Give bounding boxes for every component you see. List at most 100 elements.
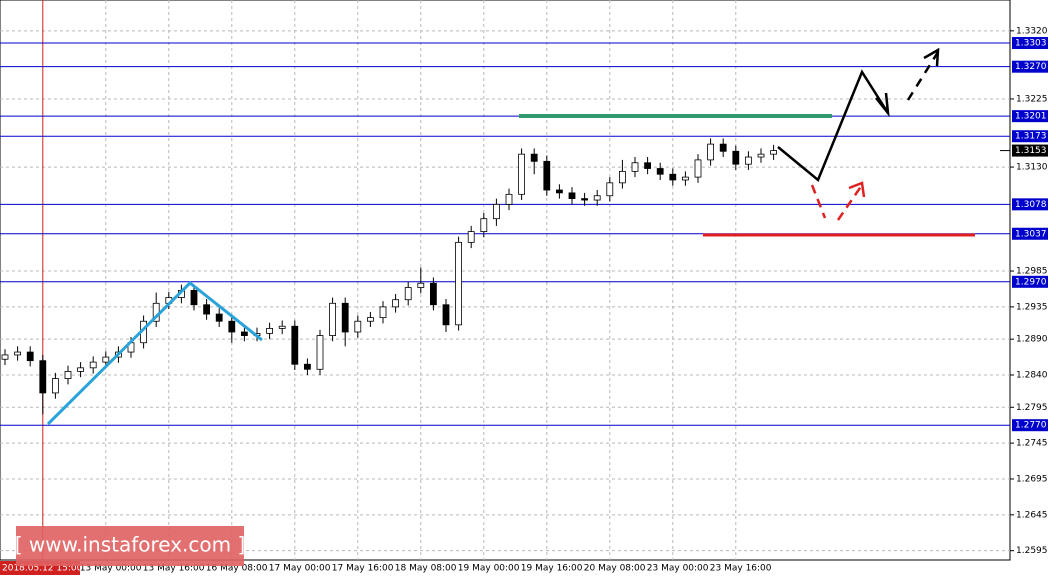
candle-body — [732, 150, 740, 165]
candle-body — [89, 361, 97, 369]
candle-body — [266, 327, 274, 334]
level-label-box — [1012, 60, 1048, 73]
trend-line — [46, 280, 263, 426]
candle-body — [619, 170, 626, 184]
x-tick-label: 23 May 00:00 — [647, 564, 709, 574]
x-tick-label: 13 May 16:00 — [143, 564, 205, 574]
candle-body — [455, 241, 463, 326]
candle-body — [278, 325, 286, 329]
candle-body — [442, 304, 450, 326]
level-label: 1.3078 — [1015, 200, 1047, 210]
y-tick-label: 1.2840 — [1016, 371, 1048, 381]
candle-body — [341, 302, 349, 333]
x-tick-label: 20 May 08:00 — [584, 564, 646, 574]
x-tick-label: 19 May 00:00 — [458, 564, 520, 574]
forecast-arrow — [875, 92, 890, 118]
level-label-box — [1012, 110, 1048, 123]
x-tick-label: 18 May 08:00 — [395, 564, 457, 574]
candle-body — [492, 203, 500, 220]
level-label: 1.2970 — [1015, 277, 1047, 287]
marks — [1, 138, 777, 415]
x-tick-label: 23 May 16:00 — [710, 564, 772, 574]
level-label-box — [1012, 198, 1048, 211]
candle-body — [392, 299, 400, 308]
candle-body — [682, 176, 689, 181]
candle-body — [291, 325, 299, 365]
cursor-label: 2018.05.12 15:00 — [2, 564, 83, 574]
candle-body — [102, 356, 110, 363]
y-tick-label: 1.2890 — [1016, 335, 1048, 345]
x-tick-label: 13 May 00:00 — [80, 564, 142, 574]
axes: 1.3320 1.3225 1.3130 1.2985 1.2935 1.2890 1.28… — [0, 26, 1048, 575]
level-label-box — [1012, 419, 1048, 432]
forecast-path — [777, 69, 890, 183]
candle-body — [505, 193, 513, 205]
level-label-box — [1012, 130, 1048, 143]
candle-body — [556, 189, 563, 194]
y-tick-label: 1.3225 — [1016, 94, 1048, 104]
candle-body — [719, 143, 727, 152]
y-tick-label: 1.2935 — [1016, 302, 1048, 312]
level-label-box — [1012, 227, 1048, 240]
plot-area — [0, 0, 1011, 561]
candle-body — [26, 351, 34, 362]
level-label: 1.2770 — [1015, 421, 1047, 431]
candle-body — [568, 192, 576, 200]
alt-path — [836, 184, 864, 221]
candle-body — [64, 371, 72, 379]
candle-body — [354, 320, 362, 333]
level-label: 1.3303 — [1015, 39, 1047, 49]
candle-body — [518, 153, 525, 195]
candle-body — [77, 367, 84, 372]
y-tick-label: 1.2745 — [1016, 439, 1048, 449]
candle-body — [379, 306, 387, 319]
candle-body — [39, 360, 47, 394]
y-tick-label: 1.3320 — [1016, 26, 1048, 36]
candle-body — [52, 378, 59, 394]
candle-body — [417, 282, 425, 288]
candle-body — [581, 198, 588, 201]
level-label: 1.3201 — [1015, 112, 1047, 122]
last-price-box — [1012, 144, 1048, 157]
x-tick-label: 16 May 08:00 — [206, 564, 268, 574]
candle-body — [240, 331, 248, 336]
x-tick-label: 17 May 16:00 — [332, 564, 394, 574]
candle-body — [329, 302, 337, 336]
candle-body — [303, 363, 311, 370]
candle-body — [14, 351, 22, 356]
candle-body — [606, 182, 614, 197]
y-tick-label: 1.3130 — [1016, 163, 1048, 173]
x-tick-label: 19 May 16:00 — [521, 564, 583, 574]
candle-body — [757, 153, 765, 158]
candle-body — [530, 153, 538, 162]
candle-body — [316, 335, 324, 370]
last-price-label: 1.3153 — [1015, 146, 1047, 156]
candle-body — [203, 304, 211, 315]
candle-body — [543, 160, 551, 191]
forecast-arrow — [923, 47, 940, 67]
candle-body — [215, 313, 223, 322]
y-tick-label: 1.2795 — [1016, 403, 1048, 413]
candle-body — [467, 231, 475, 243]
candle-body — [228, 320, 236, 333]
y-tick-label: 1.2595 — [1016, 546, 1048, 556]
candle-body — [480, 218, 488, 233]
y-tick-label: 1.2645 — [1016, 510, 1048, 520]
y-tick-label: 1.2985 — [1016, 267, 1048, 277]
alt-arrow — [848, 181, 866, 198]
candle-body — [593, 195, 601, 201]
level-label: 1.3270 — [1015, 62, 1047, 72]
candle-body — [190, 289, 198, 306]
level-label: 1.3173 — [1015, 132, 1047, 142]
level-label: 1.3037 — [1015, 229, 1047, 239]
candle-body — [770, 150, 777, 155]
candle-body — [1, 354, 9, 360]
watermark-box — [16, 526, 244, 566]
candle-body — [656, 168, 664, 175]
candle-body — [404, 287, 412, 301]
candle-body — [429, 282, 437, 306]
alt-path — [810, 184, 827, 219]
watermark: [ www.instaforex.com ] — [15, 533, 246, 557]
level-label-box — [1012, 37, 1048, 50]
